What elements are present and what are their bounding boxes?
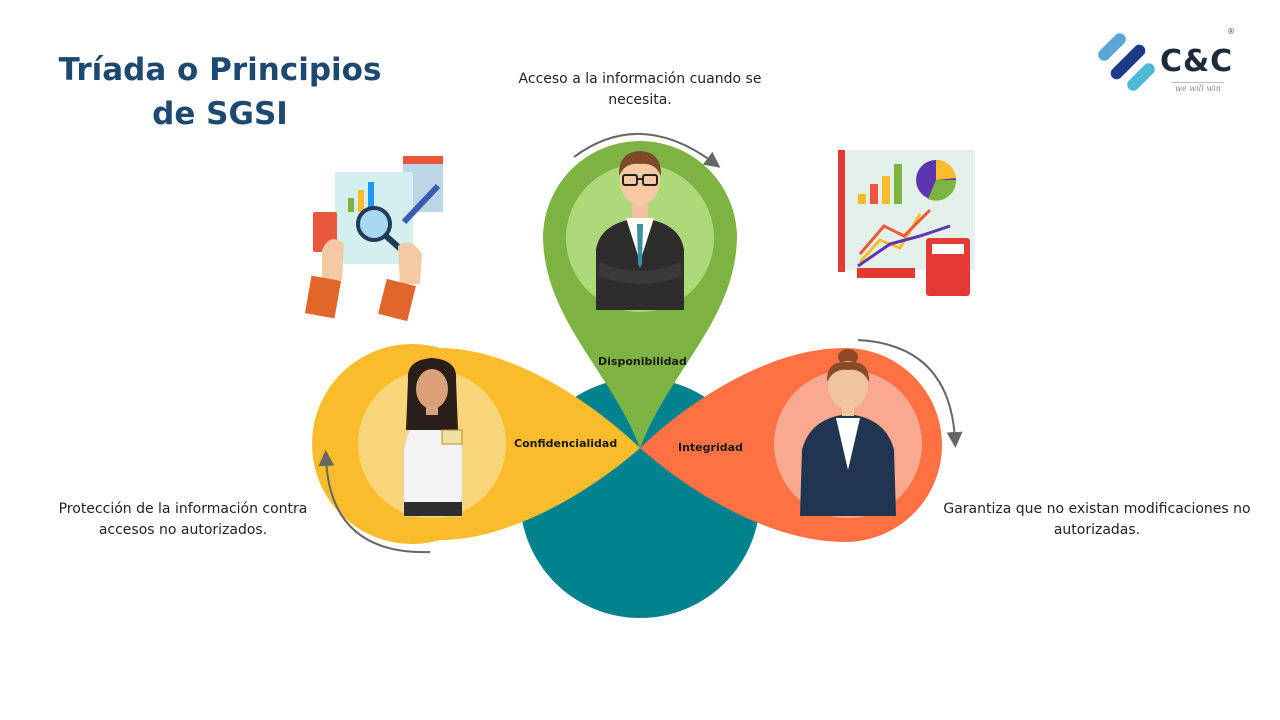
brand-logo-text: C&C	[1160, 44, 1234, 79]
page-title: Tríada o Principios de SGSI	[40, 48, 400, 136]
availability-description: Acceso a la información cuando se necesi…	[518, 71, 762, 108]
brand-logo-icon	[1098, 33, 1155, 91]
left-arrow	[318, 450, 431, 554]
confidentiality-label: Confidencialidad	[514, 437, 618, 450]
availability-label: Disponibilidad	[598, 355, 687, 368]
woman-left-avatar-icon	[403, 358, 463, 517]
integrity-label: Integridad	[678, 441, 743, 454]
woman-right-avatar-icon	[800, 349, 896, 516]
confidentiality-description: Protección de la información contra acce…	[58, 501, 308, 538]
document-analysis-icon	[304, 156, 443, 322]
integrity-description: Garantiza que no existan modificaciones …	[943, 501, 1251, 538]
title-line-2: de SGSI	[152, 96, 288, 132]
top-arrow	[573, 132, 721, 168]
right-arrow	[857, 339, 963, 448]
title-line-1: Tríada o Principios	[58, 52, 382, 88]
brand-registered-mark: ®	[1227, 27, 1235, 36]
financial-chart-icon	[838, 150, 975, 296]
brand-logo-tagline: we will win	[1172, 82, 1224, 93]
man-avatar-icon	[596, 151, 684, 310]
